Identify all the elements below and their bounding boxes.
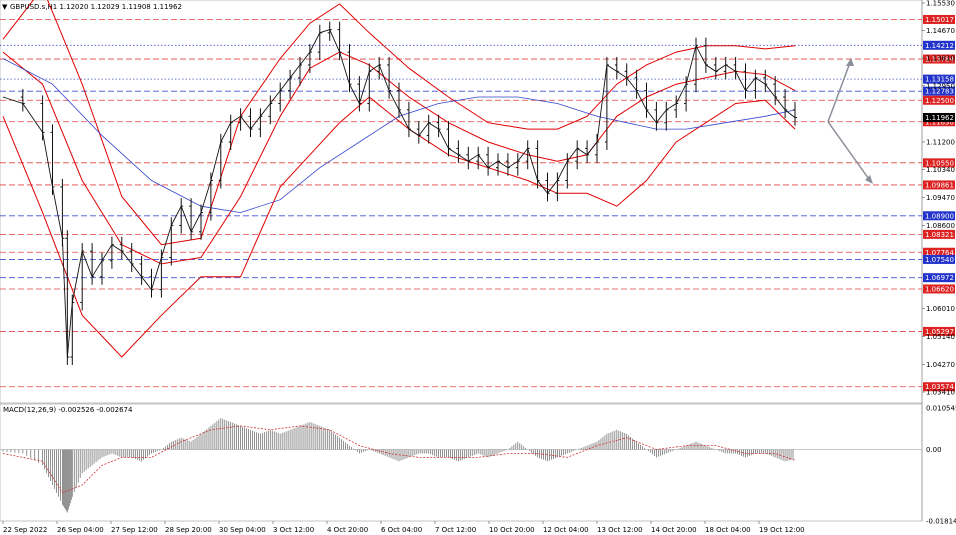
forecast-arrow-down[interactable] [827,121,872,183]
time-tick-label: 4 Oct 20:00 [327,526,368,534]
macd-signal-line [2,425,796,494]
macd-header: MACD(12,26,9) -0.002526 -0.002674 [3,406,133,414]
level-tag [923,382,955,392]
current-price-tag [923,113,955,123]
level-label: 1.09861 [925,181,954,189]
price-tick-label: 1.11200 [926,138,955,146]
bollinger-upper-line [2,0,796,246]
price-tick-label: 1.06010 [926,305,955,313]
level-label: 1.07540 [925,256,954,264]
time-tick-label: 27 Sep 12:00 [111,526,158,534]
level-tag [923,158,955,168]
time-tick-label: 13 Oct 12:00 [597,526,643,534]
current-price-label: 1.11962 [925,114,954,122]
forecast-arrow-up[interactable] [827,59,852,123]
macd-panel[interactable] [0,403,923,522]
level-label: 1.13158 [925,76,954,84]
bollinger-bands-layer [2,0,796,358]
level-label: 1.11830 [925,118,954,126]
price-tick-label: 1.12950 [926,82,955,90]
time-tick-label: 22 Sep 2022 [3,526,47,534]
arrow-down-head-icon [865,175,873,184]
chart-header: GBPUSD.s,H1 1.12020 1.12029 1.11908 1.11… [10,3,182,11]
level-tag [923,40,955,50]
arrow-up-head-icon [846,58,854,66]
time-tick-label: 28 Sep 20:00 [165,526,212,534]
time-tick-label: 14 Oct 20:00 [651,526,697,534]
time-tick-label: 26 Sep 04:00 [57,526,104,534]
price-tick-label: 1.08600 [926,222,955,230]
level-tag [923,273,955,283]
level-tag [923,211,955,221]
time-tick-label: 19 Oct 12:00 [759,526,805,534]
level-label: 1.06972 [925,274,954,282]
levels-layer: 1.15017 1.14212 1.13784 1.13158 1.127831.125… [0,14,955,392]
level-label: 1.08321 [925,231,954,239]
level-label: 1.12783 [925,88,954,96]
moving-average-line [2,58,796,214]
time-axis: 22 Sep 2022 26 Sep 04:00 27 Sep 12:00 28 Se… [2,521,805,534]
price-line [2,29,796,358]
price-tick-label: 1.09470 [926,194,955,202]
macd-tick-label: 0.010545 [926,405,956,413]
level-tag [923,284,955,294]
level-label: 1.03574 [925,383,954,391]
time-tick-label: 18 Oct 04:00 [705,526,751,534]
macd-tick-label: -0.018145 [926,518,956,526]
price-tick-label: 1.14670 [926,27,955,35]
level-label: 1.06620 [925,285,954,293]
price-tick-label: 1.13810 [926,55,955,63]
dropdown-arrow-icon[interactable]: ▼ [2,3,8,11]
level-tag [923,247,955,257]
level-tag [923,14,955,24]
level-tag [923,326,955,336]
level-label: 1.07764 [925,249,954,257]
level-tag [923,86,955,96]
level-label: 1.05297 [925,328,954,336]
price-series-layer: 1.11962 [2,21,955,366]
macd-layer [0,418,922,513]
price-tick-label: 1.05140 [926,333,955,341]
price-tick-label: 1.15530 [926,0,955,8]
level-tag [923,254,955,264]
level-label: 1.14212 [925,42,954,50]
level-tag [923,180,955,190]
level-tag [923,74,955,84]
level-label: 1.08900 [925,212,954,220]
level-label: 1.13784 [925,56,954,64]
price-tick-label: 1.03410 [926,389,955,397]
chart-plot-area[interactable] [0,0,923,404]
level-tag [923,95,955,105]
level-tag [923,229,955,239]
macd-tick-label: 0.00 [926,446,942,454]
level-tag [923,54,955,64]
time-tick-label: 7 Oct 12:00 [435,526,476,534]
bollinger-middle-line [2,51,796,265]
forecast-arrows [827,58,873,184]
time-tick-label: 10 Oct 20:00 [489,526,535,534]
price-tick-label: 1.04270 [926,361,955,369]
level-label: 1.15017 [925,16,954,24]
level-label: 1.10550 [925,159,954,167]
time-tick-label: 30 Sep 04:00 [219,526,266,534]
time-tick-label: 12 Oct 04:00 [543,526,589,534]
time-tick-label: 6 Oct 04:00 [381,526,422,534]
level-label: 1.12500 [925,97,954,105]
price-tick-label: 1.10340 [926,166,955,174]
time-tick-label: 3 Oct 12:00 [273,526,314,534]
price-axis: 1.15530 1.14670 1.13810 1.12950 1.11200 1.103… [922,0,956,526]
